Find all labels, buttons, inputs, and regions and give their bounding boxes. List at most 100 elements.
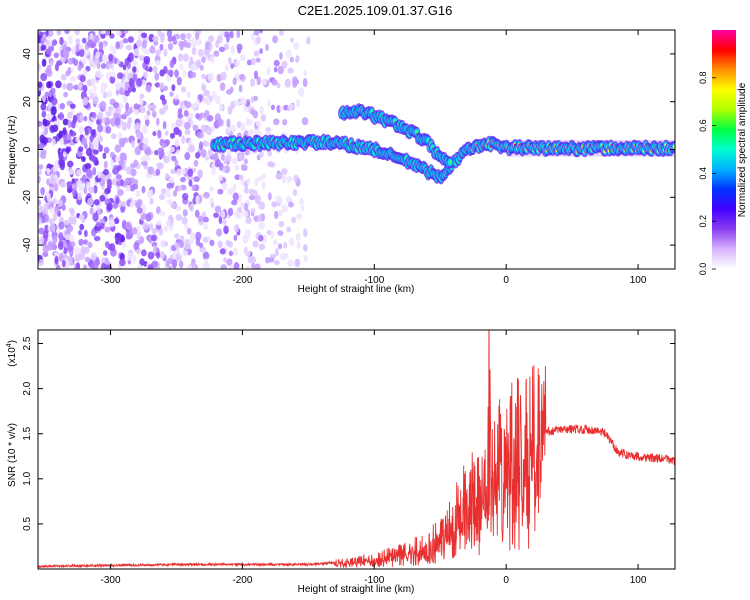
colorbar-ticks: 0.0 0.2 0.4 0.6 0.8 xyxy=(698,72,716,276)
noise-blob xyxy=(258,234,264,242)
noise-blob xyxy=(227,187,234,196)
noise-blob xyxy=(184,129,191,136)
noise-blob xyxy=(184,223,189,231)
noise-blob xyxy=(40,186,45,196)
noise-blob xyxy=(284,78,292,88)
noise-blob xyxy=(65,51,69,59)
noise-blob xyxy=(61,203,66,211)
noise-blob xyxy=(113,112,118,119)
noise-blob xyxy=(113,218,120,225)
noise-blob xyxy=(184,152,191,161)
noise-blob xyxy=(77,146,84,152)
noise-blob xyxy=(45,39,50,46)
noise-blob xyxy=(211,163,217,171)
noise-blob xyxy=(259,105,264,115)
noise-blob xyxy=(190,71,197,79)
noise-blob xyxy=(158,210,166,217)
noise-blob xyxy=(303,228,308,238)
noise-blob xyxy=(250,256,257,265)
noise-blob xyxy=(84,162,92,170)
noise-blob xyxy=(177,129,182,137)
noise-blob xyxy=(151,260,158,268)
noise-blob xyxy=(68,207,75,213)
colorbar-tick-label: 0.0 xyxy=(698,263,708,276)
noise-blob xyxy=(192,124,199,132)
noise-blob xyxy=(124,90,130,97)
noise-blob xyxy=(38,164,44,170)
noise-blob xyxy=(287,67,294,74)
noise-blob xyxy=(159,82,165,90)
noise-blob xyxy=(159,251,166,259)
noise-blob xyxy=(38,30,41,34)
noise-blob xyxy=(287,259,294,268)
noise-blob xyxy=(193,176,200,183)
noise-blob xyxy=(115,107,122,115)
noise-blob xyxy=(159,69,165,77)
noise-blob xyxy=(256,76,261,86)
noise-blob xyxy=(181,192,189,201)
noise-blob xyxy=(182,209,188,217)
noise-blob xyxy=(38,120,43,127)
noise-blob xyxy=(103,168,109,176)
noise-blob xyxy=(279,105,284,112)
noise-blob xyxy=(234,60,241,67)
noise-blob xyxy=(218,174,223,182)
noise-blob xyxy=(195,112,200,120)
noise-blob xyxy=(174,159,179,167)
noise-blob xyxy=(180,33,186,41)
noise-blob xyxy=(288,201,294,208)
noise-blob xyxy=(151,234,158,242)
noise-blob xyxy=(195,32,200,40)
noise-blob xyxy=(209,56,215,64)
noise-blob xyxy=(277,230,284,237)
noise-blob xyxy=(254,178,259,187)
noise-blob xyxy=(151,110,157,118)
noise-blob xyxy=(170,168,176,175)
noise-blob xyxy=(256,176,263,182)
noise-blob xyxy=(181,250,189,256)
noise-blob xyxy=(131,87,136,93)
noise-blob xyxy=(240,178,245,187)
noise-blob xyxy=(306,36,311,45)
noise-blob xyxy=(78,125,84,135)
noise-blob xyxy=(79,114,84,123)
noise-blob xyxy=(62,127,67,135)
y-multiplier-exponent: 4 xyxy=(6,343,13,347)
noise-blob xyxy=(143,55,151,65)
noise-blob xyxy=(233,99,241,107)
noise-blob xyxy=(261,78,267,86)
noise-blob xyxy=(184,243,192,250)
noise-blob xyxy=(220,71,227,81)
noise-blob xyxy=(210,202,215,208)
noise-blob xyxy=(226,33,230,43)
noise-blob xyxy=(44,91,49,98)
noise-blob xyxy=(184,121,191,130)
noise-blob xyxy=(58,221,65,230)
noise-blob xyxy=(188,144,196,153)
noise-blob xyxy=(169,91,174,97)
noise-blob xyxy=(197,215,204,223)
noise-blob xyxy=(227,207,234,217)
noise-blob xyxy=(59,36,64,46)
noise-blob xyxy=(66,181,73,189)
noise-blob xyxy=(154,149,159,156)
snr-series-line xyxy=(38,330,675,569)
noise-blob xyxy=(141,79,147,87)
noise-blob xyxy=(273,59,280,67)
noise-blob xyxy=(252,240,259,248)
noise-blob xyxy=(301,117,309,126)
noise-blob xyxy=(99,101,107,110)
noise-blob xyxy=(97,111,104,119)
noise-blob xyxy=(273,210,279,220)
noise-blob xyxy=(191,184,197,192)
noise-blob xyxy=(128,77,134,87)
noise-blob xyxy=(179,63,184,71)
noise-blob xyxy=(131,139,135,148)
noise-blob xyxy=(155,117,160,126)
noise-blob xyxy=(192,262,197,269)
noise-blob xyxy=(268,257,275,263)
noise-blob xyxy=(58,112,64,121)
noise-blob xyxy=(76,51,81,57)
noise-blob xyxy=(139,236,145,244)
noise-blob xyxy=(158,193,166,201)
